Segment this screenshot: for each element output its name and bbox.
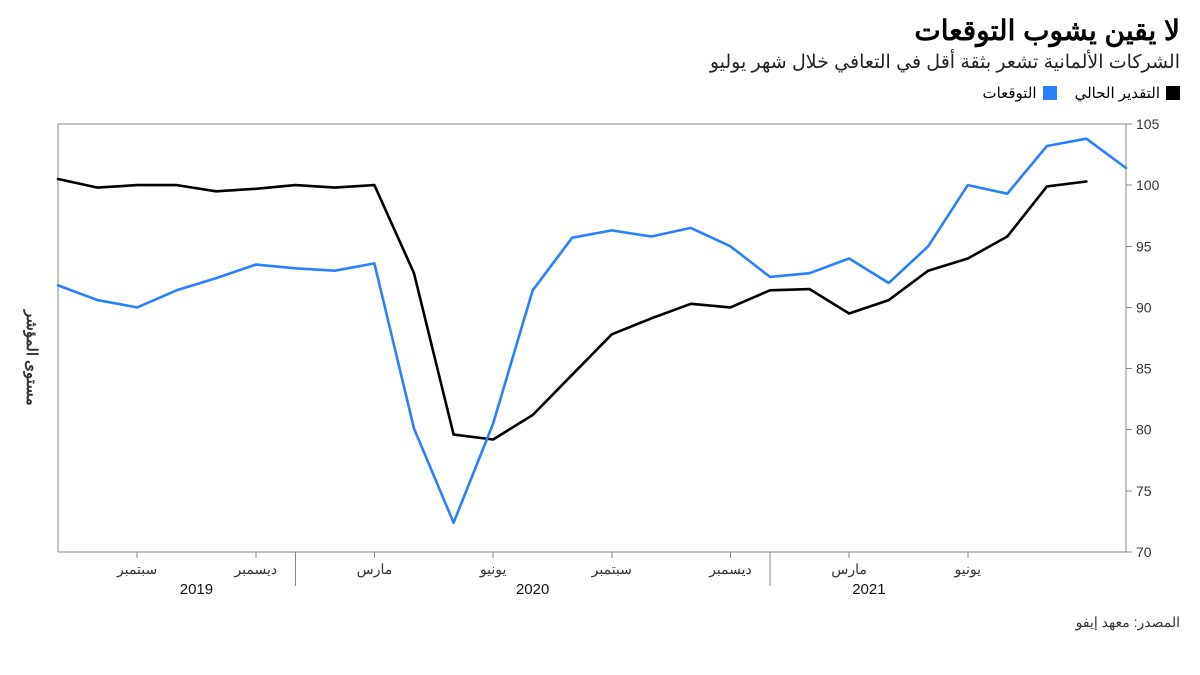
chart-title: لا يقين يشوب التوقعات <box>20 14 1180 47</box>
svg-text:2019: 2019 <box>180 581 213 598</box>
svg-text:100: 100 <box>1136 177 1160 193</box>
legend-swatch-current <box>1166 86 1180 100</box>
chart-source: المصدر: معهد إيفو <box>20 614 1180 631</box>
legend-swatch-expectations <box>1043 86 1057 100</box>
svg-text:90: 90 <box>1136 299 1152 315</box>
line-chart: 70 75 80 85 90 95 100 105 سبتمبر ديسمبر مارس يونيو س… <box>40 108 1170 608</box>
legend-item-expectations: التوقعات <box>982 84 1056 102</box>
svg-text:يونيو: يونيو <box>479 561 507 578</box>
svg-text:مارس: مارس <box>357 561 393 578</box>
svg-text:سبتمبر: سبتمبر <box>591 561 632 578</box>
svg-text:ديسمبر: ديسمبر <box>233 561 277 578</box>
svg-text:85: 85 <box>1136 361 1152 377</box>
svg-text:مارس: مارس <box>831 561 867 578</box>
svg-text:يونيو: يونيو <box>954 561 982 578</box>
chart-subtitle: الشركات الألمانية تشعر بثقة أقل في التعا… <box>20 51 1180 74</box>
legend-label-current: التقدير الحالي <box>1075 84 1160 102</box>
svg-text:2021: 2021 <box>852 581 885 598</box>
svg-text:70: 70 <box>1136 544 1152 560</box>
svg-text:75: 75 <box>1136 483 1152 499</box>
svg-text:ديسمبر: ديسمبر <box>708 561 752 578</box>
svg-text:سبتمبر: سبتمبر <box>116 561 157 578</box>
svg-text:80: 80 <box>1136 422 1152 438</box>
legend-item-current: التقدير الحالي <box>1075 84 1180 102</box>
legend: التقدير الحالي التوقعات <box>20 84 1180 102</box>
svg-text:2020: 2020 <box>516 581 549 598</box>
svg-text:95: 95 <box>1136 238 1152 254</box>
y-axis-label: مستوى المؤشر <box>20 310 40 406</box>
svg-text:105: 105 <box>1136 116 1160 132</box>
legend-label-expectations: التوقعات <box>982 84 1036 102</box>
